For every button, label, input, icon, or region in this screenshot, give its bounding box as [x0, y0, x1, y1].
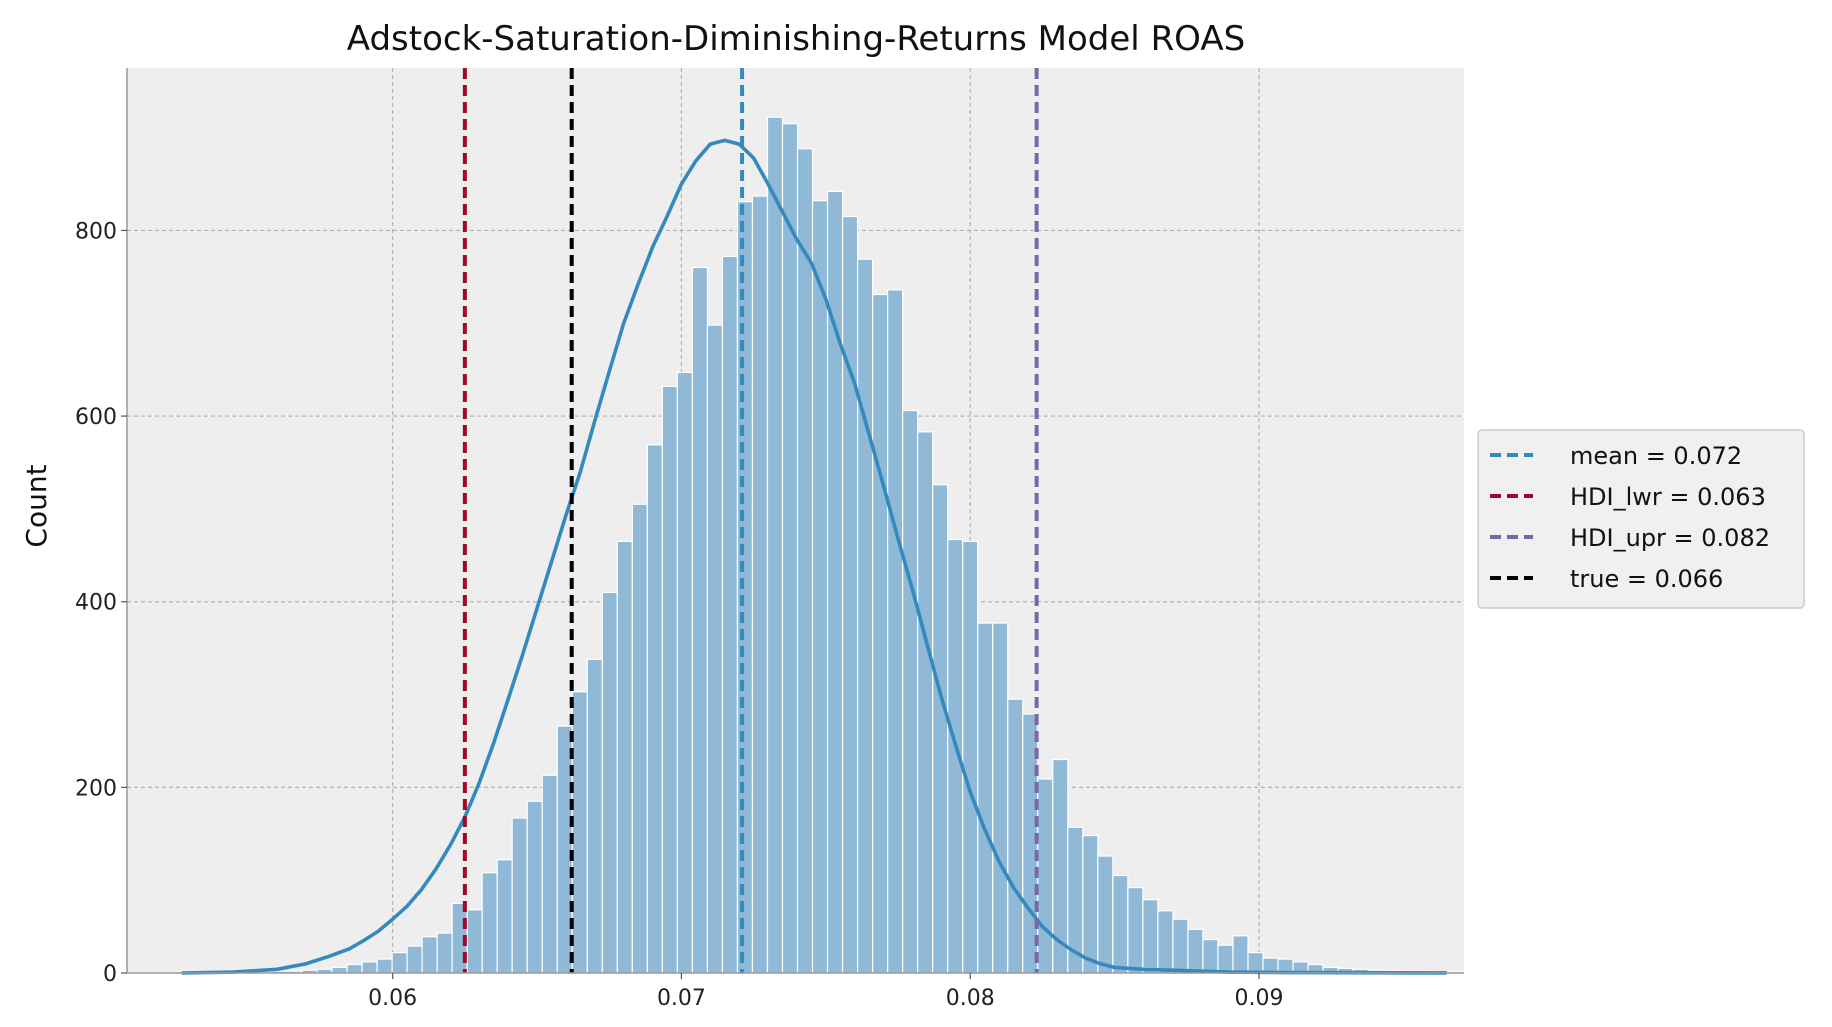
histogram-bar [856, 258, 874, 974]
y-tick-label: 200 [75, 776, 117, 801]
legend-entry: mean = 0.072 [1570, 442, 1742, 470]
histogram-bar [977, 622, 994, 974]
histogram-bar [1172, 918, 1189, 974]
x-tick-label: 0.06 [368, 986, 417, 1011]
histogram-bar [661, 385, 678, 974]
histogram-bar [466, 909, 483, 974]
histogram-bar [616, 540, 633, 974]
histogram-bar [1157, 910, 1174, 974]
x-axis-ticks: 0.06 0.07 0.08 0.09 [368, 973, 1283, 1011]
histogram-bar [1247, 951, 1264, 974]
histogram-bar [376, 958, 393, 974]
y-axis-ticks: 0 200 400 600 800 [75, 219, 127, 987]
histogram-bar [811, 200, 829, 974]
legend-box [1477, 429, 1805, 609]
histogram-bar [781, 123, 799, 974]
histogram-bar [631, 503, 648, 974]
histogram-bar [586, 658, 603, 974]
histogram-bar [1142, 899, 1159, 974]
legend-entry: true = 0.066 [1570, 565, 1723, 593]
histogram-bar [496, 859, 513, 974]
histogram-bar [421, 936, 438, 974]
histogram-bar [917, 431, 934, 974]
histogram-bar [331, 966, 348, 974]
histogram-bar [902, 409, 919, 974]
histogram-bar [676, 371, 694, 974]
histogram-bar [436, 932, 453, 974]
histogram-bars [181, 116, 1474, 974]
histogram-bar [1202, 938, 1219, 974]
histogram-bar [406, 945, 423, 974]
histogram-bar [766, 116, 784, 974]
histogram-bar [796, 148, 814, 974]
histogram-bar [1232, 935, 1249, 974]
histogram-bar [872, 293, 889, 974]
legend-entry: HDI_lwr = 0.063 [1570, 483, 1766, 511]
histogram-bar [481, 872, 498, 974]
histogram-bar [691, 266, 709, 974]
y-tick-label: 400 [75, 591, 117, 616]
histogram-bar [1007, 698, 1024, 974]
histogram-bar [541, 774, 558, 974]
axes [126, 68, 1464, 974]
histogram-bar [887, 289, 904, 974]
y-tick-label: 0 [103, 962, 117, 987]
reference-lines [462, 68, 1039, 973]
histogram-bar [1037, 778, 1054, 974]
histogram-bar [601, 591, 618, 974]
histogram-bar [1127, 887, 1144, 974]
histogram-bar [751, 195, 769, 974]
histogram-bar [1112, 874, 1129, 974]
histogram-bar [992, 622, 1009, 974]
histogram-bar [646, 444, 663, 974]
histogram-bar [736, 201, 754, 974]
x-tick-label: 0.09 [1234, 986, 1283, 1011]
histogram-bar [571, 691, 588, 974]
histogram-bar [841, 215, 859, 974]
y-tick-label: 600 [75, 405, 117, 430]
histogram-bar [721, 255, 739, 974]
x-tick-label: 0.07 [657, 986, 706, 1011]
y-axis-label: Count [20, 464, 53, 547]
histogram-bar [526, 800, 543, 974]
kde-curve [181, 138, 1447, 975]
histogram-bar [346, 964, 363, 974]
histogram-bar [1082, 835, 1099, 974]
legend-entry: HDI_upr = 0.082 [1570, 524, 1770, 552]
histogram-bar [1217, 944, 1234, 974]
legend: mean = 0.072 HDI_lwr = 0.063 HDI_upr = 0.0… [1477, 429, 1805, 609]
histogram-bar [391, 951, 408, 974]
chart-title: Adstock-Saturation-Diminishing-Returns M… [347, 19, 1245, 59]
histogram-bar [1097, 855, 1114, 974]
x-tick-label: 0.08 [946, 986, 995, 1011]
histogram-bar [511, 817, 528, 974]
histogram-bar [706, 324, 724, 974]
histogram-bar [962, 540, 979, 974]
histogram-bar [932, 484, 949, 974]
histogram-bar [1187, 928, 1204, 974]
histogram-bar [361, 961, 378, 974]
y-tick-label: 800 [75, 219, 117, 244]
